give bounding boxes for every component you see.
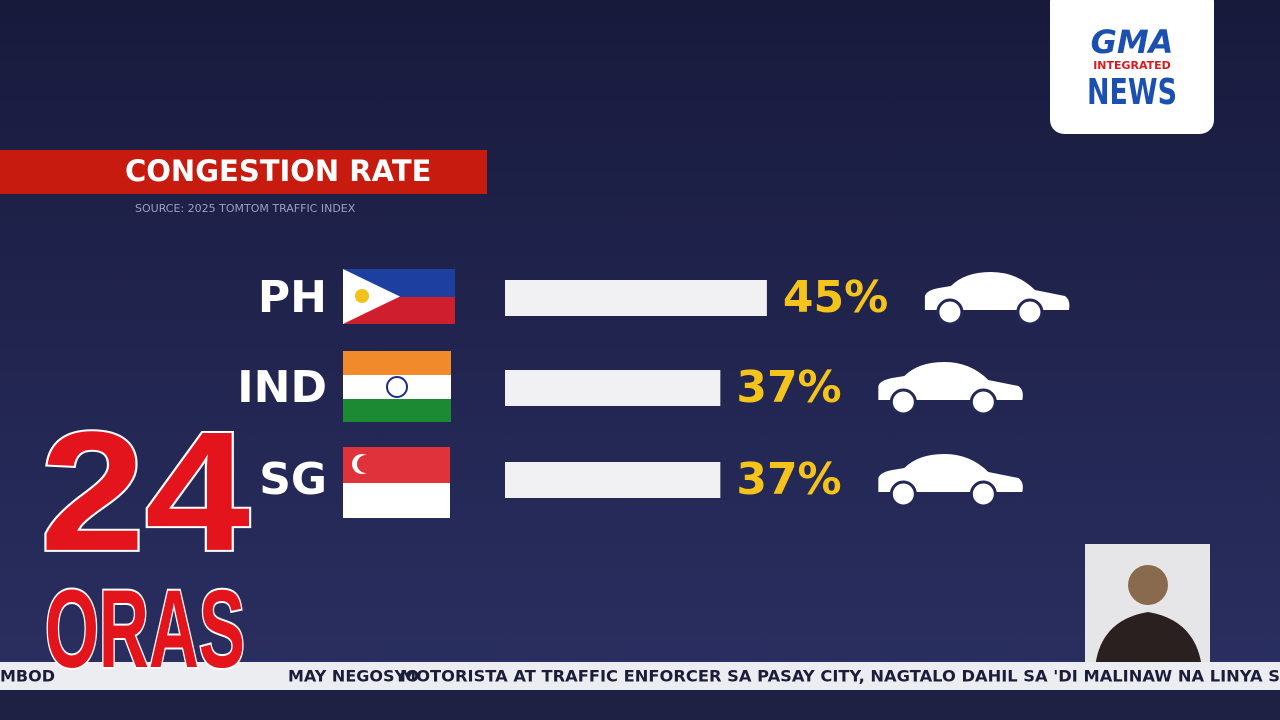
value-label: 37% bbox=[736, 362, 841, 413]
channel-logo-box bbox=[1050, 0, 1214, 134]
category-label: IND bbox=[237, 362, 327, 413]
logo-line: INTEGRATED bbox=[1093, 59, 1171, 72]
ticker-item: MBOD bbox=[0, 667, 55, 686]
car-wheel bbox=[889, 480, 917, 508]
car-wheel bbox=[936, 298, 964, 326]
plot-area: PH 45% IND 37% SG 37% bbox=[237, 272, 1070, 508]
flag-ph bbox=[343, 269, 455, 324]
bar bbox=[505, 462, 721, 498]
title-banner bbox=[0, 150, 487, 194]
chart-title: CONGESTION RATE bbox=[125, 154, 431, 188]
car-wheel bbox=[889, 388, 917, 416]
value-label: 45% bbox=[783, 272, 888, 323]
logo-brand: GMA bbox=[1091, 23, 1174, 61]
value-label: 37% bbox=[736, 454, 841, 505]
car-wheel bbox=[969, 388, 997, 416]
category-label: SG bbox=[259, 454, 327, 505]
flag-ind bbox=[343, 351, 451, 422]
category-label: PH bbox=[258, 272, 327, 323]
ticker-item: MOTORISTA AT TRAFFIC ENFORCER SA PASAY C… bbox=[400, 667, 1280, 686]
logo-line: NEWS bbox=[1087, 72, 1177, 113]
car-wheel bbox=[969, 480, 997, 508]
ticker-base bbox=[0, 690, 1280, 720]
sign-language-inset bbox=[1085, 544, 1210, 668]
ticker-bar bbox=[0, 662, 1280, 690]
bar bbox=[505, 280, 767, 316]
show-name: ORAS bbox=[45, 568, 245, 691]
show-number: 24 bbox=[40, 397, 250, 587]
ticker-item: MAY NEGOSYO bbox=[288, 667, 419, 686]
car-icon bbox=[924, 272, 1070, 326]
car-icon bbox=[878, 454, 1023, 508]
flag-sg bbox=[343, 447, 450, 518]
bar bbox=[505, 370, 721, 406]
car-wheel bbox=[1016, 298, 1044, 326]
car-icon bbox=[878, 362, 1023, 416]
chart-source: SOURCE: 2025 TOMTOM TRAFFIC INDEX bbox=[135, 202, 356, 215]
